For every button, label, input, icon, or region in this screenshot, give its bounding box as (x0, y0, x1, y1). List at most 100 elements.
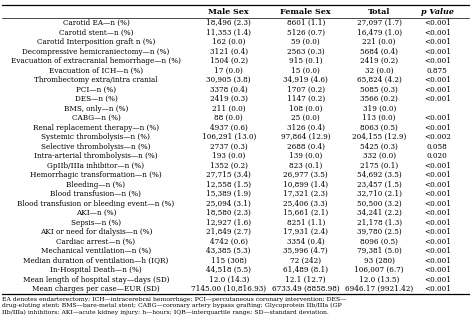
Text: 3378 (0.4): 3378 (0.4) (210, 86, 247, 94)
Text: 2175 (0.1): 2175 (0.1) (360, 162, 398, 170)
Text: 319 (0.0): 319 (0.0) (363, 105, 396, 113)
Text: <0.001: <0.001 (424, 219, 451, 227)
Text: 12.1 (12.7): 12.1 (12.7) (285, 276, 326, 284)
Text: <0.001: <0.001 (424, 76, 451, 84)
Text: Evacuation of ICH—n (%): Evacuation of ICH—n (%) (49, 66, 143, 74)
Text: AKI or need for dialysis—n (%): AKI or need for dialysis—n (%) (40, 228, 152, 236)
Text: 2419 (0.2): 2419 (0.2) (360, 57, 398, 65)
Text: 30,905 (3.8): 30,905 (3.8) (206, 76, 251, 84)
Text: 4742 (0.6): 4742 (0.6) (210, 238, 248, 245)
Text: EA denotes endarterectomy; ICH—intracerebral hemorrhage; PCI—percutaneous corona: EA denotes endarterectomy; ICH—intracere… (2, 297, 347, 315)
Text: 65,824 (4.2): 65,824 (4.2) (357, 76, 401, 84)
Text: Evacuation of extracranial hemorrhage—n (%): Evacuation of extracranial hemorrhage—n … (11, 57, 181, 65)
Text: PCI—n (%): PCI—n (%) (76, 86, 116, 94)
Text: Mechanical ventilation—n (%): Mechanical ventilation—n (%) (41, 247, 151, 255)
Text: 139 (0.0): 139 (0.0) (289, 152, 322, 160)
Text: 32 (0.0): 32 (0.0) (365, 66, 393, 74)
Text: Female Sex: Female Sex (281, 8, 331, 16)
Text: <0.001: <0.001 (424, 95, 451, 103)
Text: 27,715 (3.4): 27,715 (3.4) (206, 171, 251, 179)
Text: Decompressive hemicraniectomy—n (%): Decompressive hemicraniectomy—n (%) (22, 47, 170, 55)
Text: 34,919 (4.6): 34,919 (4.6) (283, 76, 328, 84)
Text: 113 (0.0): 113 (0.0) (363, 114, 396, 122)
Text: 16,479 (1.0): 16,479 (1.0) (356, 29, 402, 36)
Text: Total: Total (368, 8, 391, 16)
Text: <0.001: <0.001 (424, 266, 451, 274)
Text: 50,500 (3.2): 50,500 (3.2) (357, 200, 401, 208)
Text: Intra-arterial thrombolysis—n (%): Intra-arterial thrombolysis—n (%) (34, 152, 158, 160)
Text: <0.001: <0.001 (424, 38, 451, 46)
Text: Bleeding—n (%): Bleeding—n (%) (66, 181, 126, 189)
Text: Mean charges per case—EUR (SD): Mean charges per case—EUR (SD) (32, 285, 160, 293)
Text: Hemorrhagic transformation—n (%): Hemorrhagic transformation—n (%) (30, 171, 162, 179)
Text: 211 (0.0): 211 (0.0) (212, 105, 246, 113)
Text: <0.001: <0.001 (424, 276, 451, 284)
Text: Carotid stent—n (%): Carotid stent—n (%) (59, 29, 133, 36)
Text: 115 (308): 115 (308) (211, 257, 246, 265)
Text: 18,496 (2.3): 18,496 (2.3) (206, 19, 251, 27)
Text: <0.002: <0.002 (424, 133, 451, 141)
Text: Median duration of ventilation—h (IQR): Median duration of ventilation—h (IQR) (23, 257, 169, 265)
Text: <0.001: <0.001 (424, 200, 451, 208)
Text: 8601 (1.1): 8601 (1.1) (287, 19, 325, 27)
Text: 5684 (0.4): 5684 (0.4) (360, 47, 398, 55)
Text: 162 (0.0): 162 (0.0) (212, 38, 246, 46)
Text: In-Hospital Death—n (%): In-Hospital Death—n (%) (50, 266, 142, 274)
Text: 32,710 (2.1): 32,710 (2.1) (357, 190, 401, 198)
Text: 0.058: 0.058 (427, 143, 447, 151)
Text: 15 (0.0): 15 (0.0) (292, 66, 320, 74)
Text: <0.001: <0.001 (424, 238, 451, 245)
Text: 108 (0.0): 108 (0.0) (289, 105, 322, 113)
Text: 43,385 (5.3): 43,385 (5.3) (207, 247, 251, 255)
Text: 54,692 (3.5): 54,692 (3.5) (357, 171, 401, 179)
Text: Thrombectomy extra/intra cranial: Thrombectomy extra/intra cranial (34, 76, 158, 84)
Text: 5425 (0.3): 5425 (0.3) (360, 143, 398, 151)
Text: 8251 (1.1): 8251 (1.1) (287, 219, 325, 227)
Text: 26,977 (3.5): 26,977 (3.5) (283, 171, 328, 179)
Text: Carotid Interposition graft n (%): Carotid Interposition graft n (%) (37, 38, 155, 46)
Text: <0.001: <0.001 (424, 162, 451, 170)
Text: 8063 (0.5): 8063 (0.5) (360, 124, 398, 132)
Text: 204,155 (12.9): 204,155 (12.9) (352, 133, 406, 141)
Text: 6946.17 (9921.42): 6946.17 (9921.42) (345, 285, 413, 293)
Text: 12,927 (1.6): 12,927 (1.6) (206, 219, 251, 227)
Text: 1147 (0.2): 1147 (0.2) (287, 95, 325, 103)
Text: 12,558 (1.5): 12,558 (1.5) (206, 181, 251, 189)
Text: AKI—n (%): AKI—n (%) (76, 209, 116, 217)
Text: Renal replacement therapy—n (%): Renal replacement therapy—n (%) (33, 124, 159, 132)
Text: 823 (0.1): 823 (0.1) (289, 162, 322, 170)
Text: 17 (0.0): 17 (0.0) (214, 66, 243, 74)
Text: <0.001: <0.001 (424, 285, 451, 293)
Text: 25,094 (3.1): 25,094 (3.1) (206, 200, 251, 208)
Text: 5085 (0.3): 5085 (0.3) (360, 86, 398, 94)
Text: 2688 (0.4): 2688 (0.4) (287, 143, 325, 151)
Text: 35,996 (4.7): 35,996 (4.7) (283, 247, 328, 255)
Text: 0.020: 0.020 (427, 152, 447, 160)
Text: <0.001: <0.001 (424, 57, 451, 65)
Text: Mean length of hospital stay—days (SD): Mean length of hospital stay—days (SD) (23, 276, 169, 284)
Text: 93 (280): 93 (280) (364, 257, 395, 265)
Text: BMS, only—n (%): BMS, only—n (%) (64, 105, 128, 113)
Text: <0.001: <0.001 (424, 124, 451, 132)
Text: Blood transfusion or bleeding event—n (%): Blood transfusion or bleeding event—n (%… (18, 200, 174, 208)
Text: CABG—n (%): CABG—n (%) (72, 114, 120, 122)
Text: Sepsis—n (%): Sepsis—n (%) (71, 219, 121, 227)
Text: 17,931 (2.4): 17,931 (2.4) (283, 228, 328, 236)
Text: 1352 (0.2): 1352 (0.2) (210, 162, 248, 170)
Text: 12.0 (14.3): 12.0 (14.3) (209, 276, 249, 284)
Text: <0.001: <0.001 (424, 171, 451, 179)
Text: 97,864 (12.9): 97,864 (12.9) (281, 133, 330, 141)
Text: 5126 (0.7): 5126 (0.7) (287, 29, 325, 36)
Text: Carotid EA—n (%): Carotid EA—n (%) (63, 19, 129, 27)
Text: 2737 (0.3): 2737 (0.3) (210, 143, 247, 151)
Text: Male Sex: Male Sex (209, 8, 249, 16)
Text: 25,406 (3.3): 25,406 (3.3) (283, 200, 328, 208)
Text: 18,580 (2.3): 18,580 (2.3) (206, 209, 251, 217)
Text: 3566 (0.2): 3566 (0.2) (360, 95, 398, 103)
Text: 17,321 (2.3): 17,321 (2.3) (283, 190, 328, 198)
Text: 2419 (0.3): 2419 (0.3) (210, 95, 248, 103)
Text: 106,291 (13.0): 106,291 (13.0) (201, 133, 256, 141)
Text: 193 (0.0): 193 (0.0) (212, 152, 246, 160)
Text: 3121 (0.4): 3121 (0.4) (210, 47, 248, 55)
Text: <0.001: <0.001 (424, 114, 451, 122)
